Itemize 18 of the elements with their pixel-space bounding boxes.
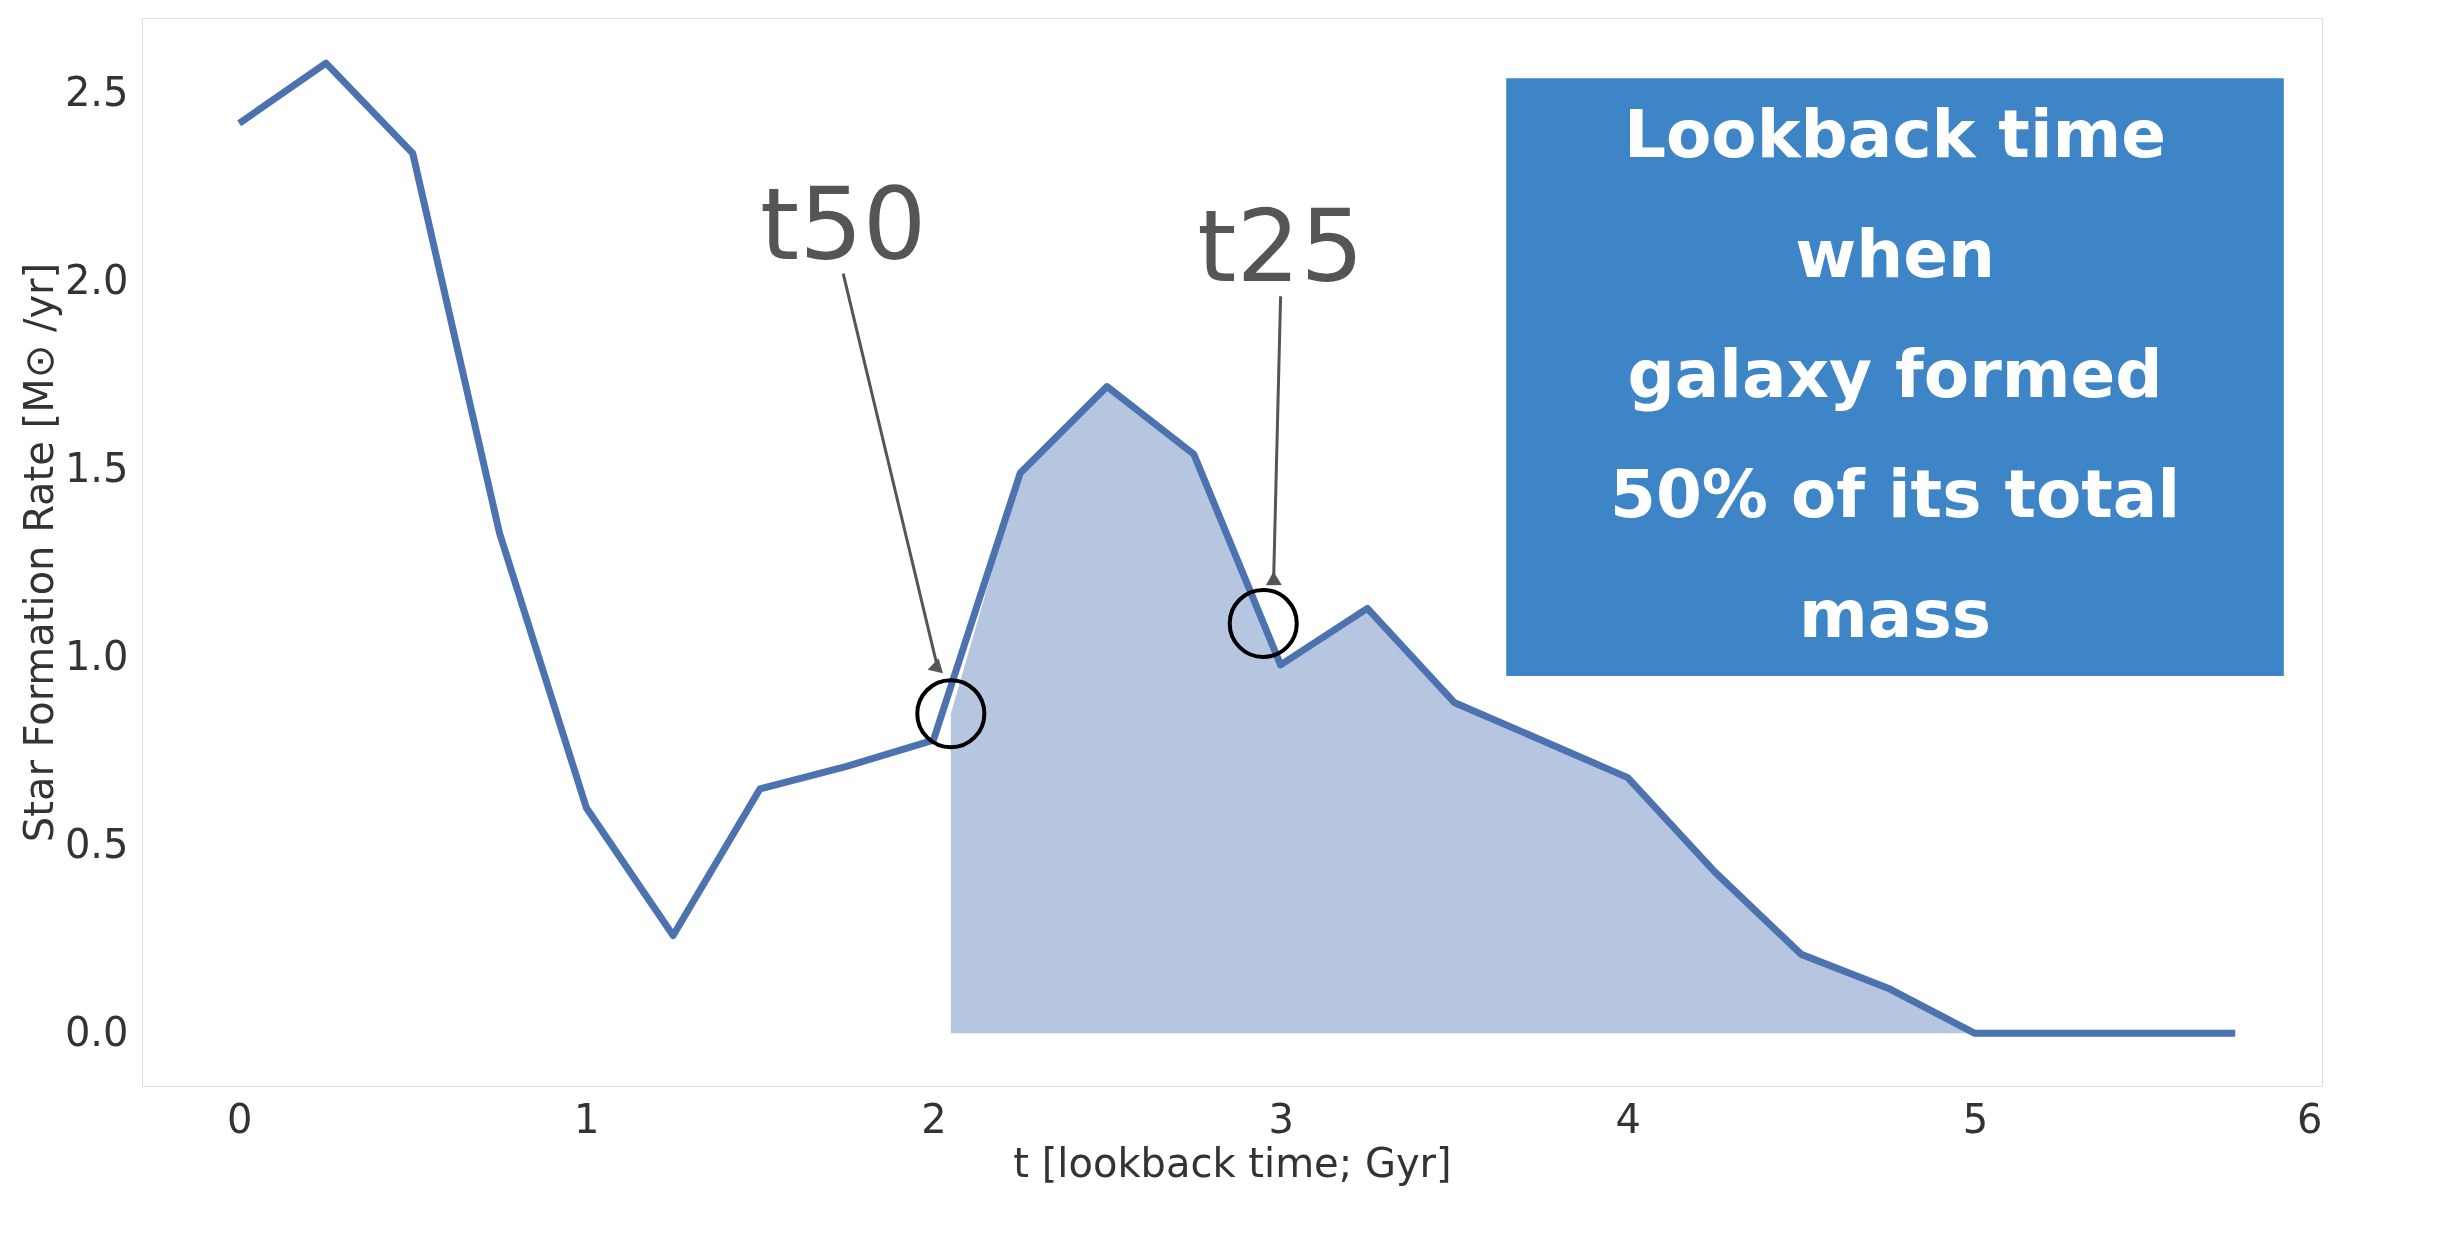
x-tick-label: 0 — [226, 1095, 253, 1142]
annotation: t50 — [759, 165, 927, 283]
y-tick-label: 0.0 — [64, 1008, 129, 1055]
y-tick-label: 0.5 — [64, 820, 129, 867]
x-tick-label: 6 — [2297, 1095, 2323, 1142]
y-tick-label: 1.5 — [64, 444, 129, 491]
y-axis-title: Star Formation Rate [M⊙ /yr] — [15, 262, 62, 843]
x-tick-label: 4 — [1615, 1095, 1641, 1142]
x-tick-label: 1 — [574, 1095, 600, 1142]
x-axis-title: t [lookback time; Gyr] — [1013, 1139, 1452, 1186]
y-tick-label: 2.0 — [64, 256, 129, 303]
y-tick-label: 1.0 — [64, 632, 129, 679]
y-tick-label: 2.5 — [64, 68, 129, 115]
x-tick-label: 5 — [1962, 1095, 1989, 1142]
annotation: t25 — [1197, 188, 1364, 306]
x-tick-label: 3 — [1268, 1095, 1294, 1142]
annotation: Lookback time when galaxy formed 50% of its total mass — [1610, 96, 2181, 654]
x-tick-label: 2 — [921, 1095, 947, 1142]
